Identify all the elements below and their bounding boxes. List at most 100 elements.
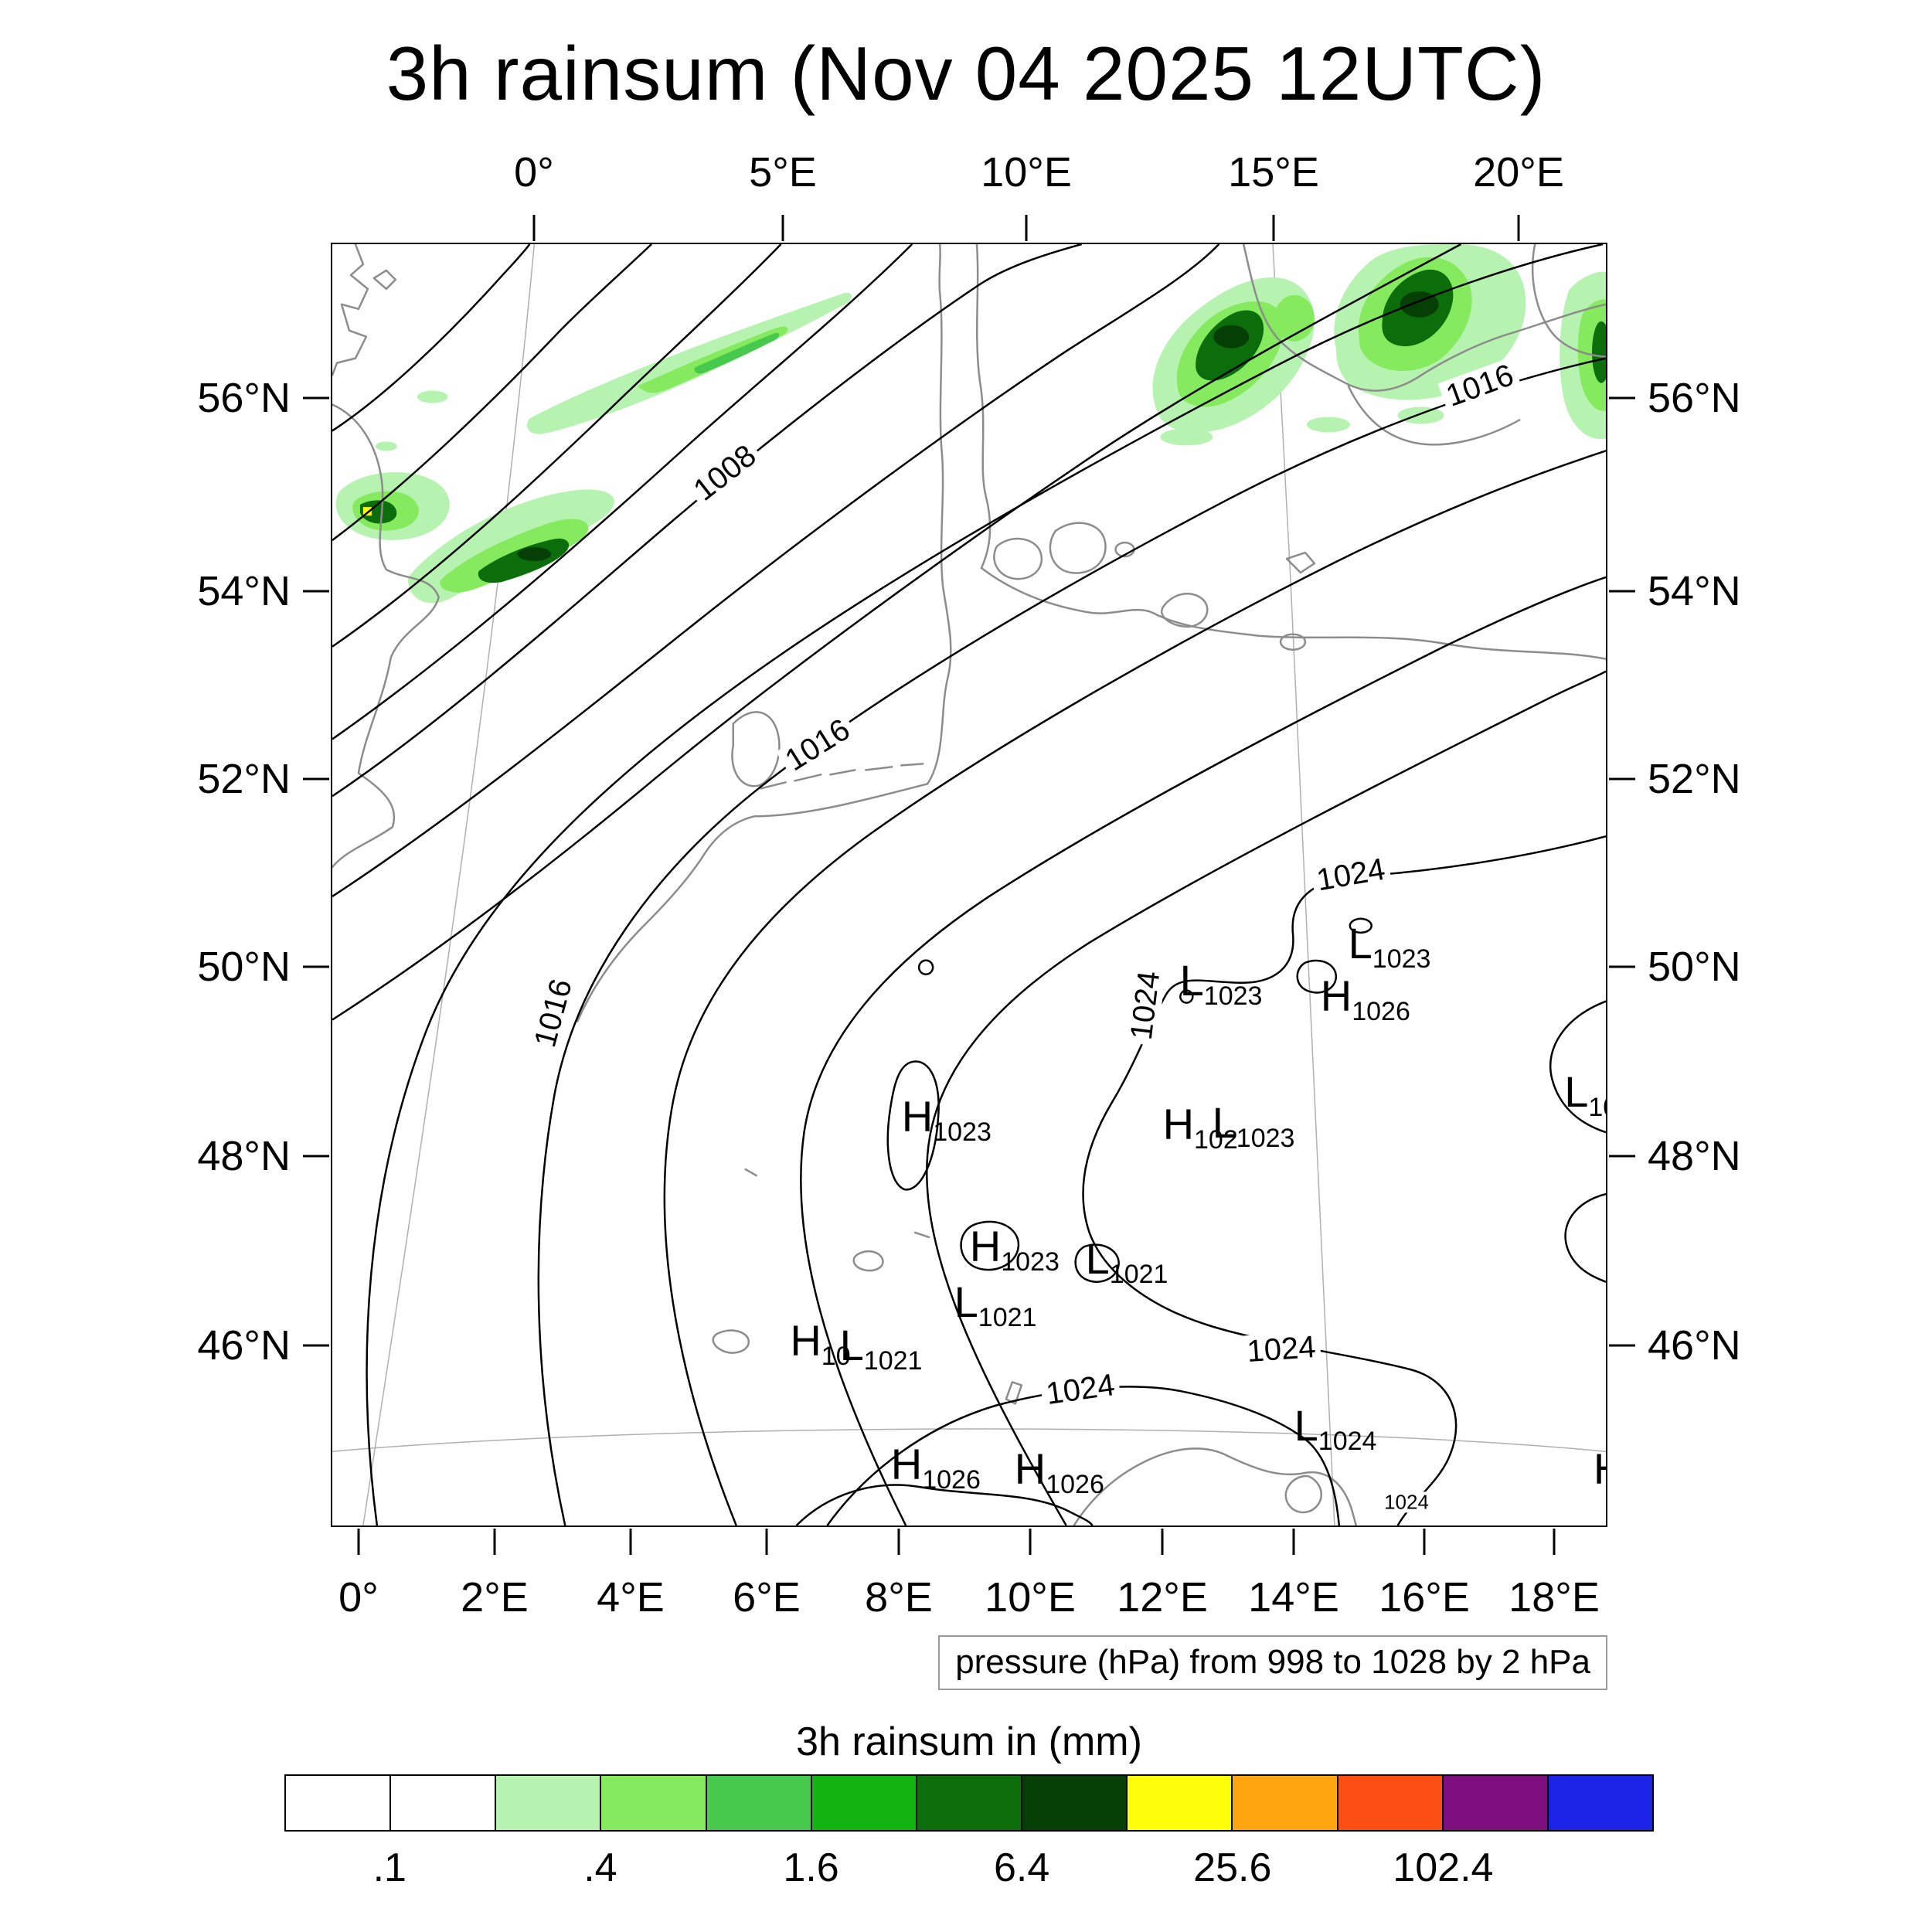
pressure-center-h: H10	[790, 1316, 850, 1370]
axis-label-left: 56°N	[197, 375, 291, 421]
isobar-label: 1024	[1382, 1492, 1431, 1513]
pressure-center-value: 10	[1588, 1093, 1606, 1123]
colorbar-segment	[496, 1776, 602, 1830]
pressure-center-l: L1023	[1180, 959, 1263, 1010]
pressure-center-value: 10	[821, 1342, 851, 1372]
pressure-center-letter: H	[1320, 971, 1352, 1021]
colorbar-tick-label: .1	[372, 1845, 406, 1890]
pressure-center-letter: L	[1348, 919, 1372, 968]
colorbar-segment	[811, 1776, 917, 1830]
map-canvas	[332, 244, 1606, 1526]
pressure-center-h: H1023	[969, 1222, 1060, 1276]
axis-label-right: 50°N	[1648, 944, 1741, 990]
isobars-layer	[332, 244, 1606, 1526]
pressure-center-value: 1021	[978, 1303, 1037, 1333]
colorbar-tick-label: 1.6	[783, 1845, 839, 1890]
axis-label-left: 46°N	[197, 1322, 291, 1369]
axis-tick-top	[1517, 215, 1520, 241]
pressure-center-h: H	[1594, 1444, 1606, 1493]
pressure-center-letter: L	[1085, 1234, 1110, 1284]
coastlines-layer	[332, 244, 1606, 1526]
pressure-center-l: L10	[1564, 1067, 1606, 1121]
pressure-center-value: 1023	[1372, 944, 1431, 975]
pressure-center-letter: H	[901, 1092, 934, 1141]
pressure-center-l: L1021	[839, 1321, 923, 1375]
axis-label-top: 0°	[514, 149, 554, 196]
pressure-center-value: 102	[1194, 1125, 1238, 1155]
pressure-center-letter: H	[790, 1316, 821, 1366]
colorbar-title: 3h rainsum in (mm)	[796, 1719, 1142, 1764]
axis-label-bottom: 16°E	[1379, 1574, 1470, 1621]
colorbar-segment	[1128, 1776, 1233, 1830]
colorbar-tick-label: .4	[583, 1845, 617, 1890]
axis-tick-right	[1609, 1155, 1635, 1158]
colorbar-segment	[1443, 1776, 1549, 1830]
colorbar-segment	[917, 1776, 1023, 1830]
axis-label-right: 48°N	[1648, 1133, 1741, 1179]
axis-label-right: 52°N	[1648, 756, 1741, 802]
axis-label-left: 52°N	[197, 756, 291, 802]
colorbar-segment	[1022, 1776, 1128, 1830]
axis-tick-left	[303, 965, 329, 968]
axis-tick-right	[1609, 965, 1635, 968]
axis-label-bottom: 10°E	[985, 1574, 1076, 1621]
axis-tick-top	[532, 215, 536, 241]
axis-tick-right	[1609, 1344, 1635, 1347]
axis-label-top: 5°E	[749, 149, 817, 196]
colorbar-tick-label: 25.6	[1193, 1845, 1272, 1890]
axis-tick-bottom	[897, 1529, 900, 1555]
axis-tick-top	[781, 215, 784, 241]
colorbar-segment	[601, 1776, 707, 1830]
axis-tick-top	[1272, 215, 1275, 241]
axis-tick-left	[303, 1344, 329, 1347]
colorbar-segment	[1338, 1776, 1444, 1830]
pressure-center-value: 1023	[1236, 1124, 1295, 1154]
pressure-center-letter: L	[839, 1321, 864, 1370]
axis-label-bottom: 8°E	[865, 1574, 933, 1621]
axis-label-left: 48°N	[197, 1133, 291, 1179]
pressure-center-letter: H	[1014, 1444, 1046, 1494]
map-frame: 1008 1016 1016 1016 1024 1024 1024 1024 1024 L102…	[331, 243, 1607, 1527]
axis-tick-right	[1609, 396, 1635, 400]
page-title: 3h rainsum (Nov 04 2025 12UTC)	[386, 31, 1546, 116]
axis-tick-right	[1609, 777, 1635, 781]
axis-tick-left	[303, 590, 329, 593]
colorbar-segment	[1548, 1776, 1653, 1830]
pressure-center-letter: H	[1594, 1444, 1606, 1493]
axis-tick-left	[303, 777, 329, 781]
pressure-center-letter: H	[890, 1440, 923, 1489]
pressure-center-letter: L	[1564, 1067, 1589, 1117]
pressure-center-h: H1026	[1321, 975, 1410, 1026]
axis-label-top: 10°E	[981, 149, 1072, 196]
pressure-center-letter: H	[969, 1222, 1002, 1271]
axis-tick-top	[1025, 215, 1028, 241]
rain-layer	[335, 244, 1606, 604]
axis-label-top: 20°E	[1473, 149, 1564, 196]
colorbar-tick-label: 6.4	[993, 1845, 1050, 1890]
axis-tick-bottom	[1292, 1529, 1295, 1555]
axis-label-left: 50°N	[197, 944, 291, 990]
axis-label-bottom: 2°E	[461, 1574, 529, 1621]
axis-tick-right	[1609, 590, 1635, 593]
pressure-center-l: L1024	[1294, 1404, 1377, 1455]
pressure-center-value: 1021	[863, 1346, 923, 1376]
pressure-center-letter: H	[1162, 1100, 1195, 1149]
pressure-center-h: H1023	[901, 1092, 992, 1146]
axis-label-bottom: 0°	[338, 1574, 379, 1621]
axis-label-bottom: 12°E	[1117, 1574, 1208, 1621]
pressure-center-h: H1026	[890, 1440, 981, 1494]
pressure-center-l: L1021	[954, 1281, 1037, 1332]
axis-label-bottom: 6°E	[733, 1574, 801, 1621]
axis-tick-bottom	[1553, 1529, 1556, 1555]
pressure-caption: pressure (hPa) from 998 to 1028 by 2 hPa	[938, 1635, 1607, 1690]
axis-tick-bottom	[1423, 1529, 1426, 1555]
axis-label-left: 54°N	[197, 568, 291, 614]
pressure-center-value: 1026	[1352, 997, 1410, 1027]
axis-label-bottom: 14°E	[1248, 1574, 1339, 1621]
pressure-center-value: 1024	[1318, 1427, 1377, 1457]
axis-tick-bottom	[629, 1529, 632, 1555]
pressure-center-value: 1023	[1203, 981, 1263, 1012]
axis-tick-left	[303, 1155, 329, 1158]
isobar-label: 1024	[1241, 1330, 1321, 1369]
